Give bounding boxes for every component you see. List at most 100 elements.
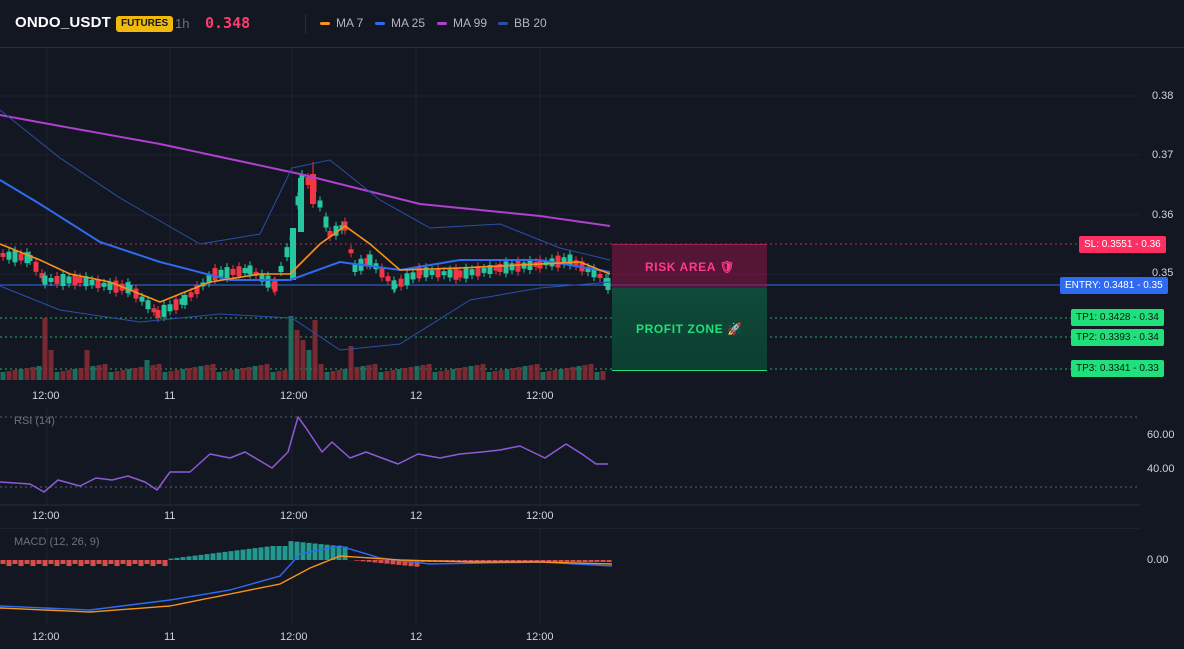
stop-loss-tag[interactable]: SL: 0.3551 - 0.36: [1079, 236, 1166, 253]
macd-histogram-bar: [78, 560, 84, 566]
volume-bar: [96, 365, 102, 380]
ma99-line: [0, 114, 611, 227]
candle-body: [463, 267, 469, 279]
legend-ma99-label: MA 99: [453, 16, 488, 30]
volume-bar: [102, 364, 108, 380]
macd-histogram-bar: [168, 558, 174, 560]
candle-body: [591, 268, 597, 278]
volume-bar: [216, 372, 222, 380]
candle-body: [278, 266, 284, 273]
macd-histogram-bar: [342, 546, 348, 560]
volume-bar: [108, 372, 114, 380]
take-profit-3-tag[interactable]: TP3: 0.3341 - 0.33: [1071, 360, 1164, 377]
macd-histogram-bar: [474, 560, 480, 562]
candle-body: [417, 269, 423, 275]
candle-body: [230, 268, 236, 275]
entry-tag[interactable]: ENTRY: 0.3481 - 0.35: [1060, 277, 1168, 294]
candle-body: [161, 304, 167, 317]
volume-bar: [126, 369, 132, 380]
header-divider: [305, 14, 306, 34]
candle-body: [487, 265, 493, 274]
candle-body: [66, 276, 72, 284]
rsi-pane[interactable]: [0, 408, 1140, 506]
candle-body: [6, 251, 12, 260]
legend-bb20[interactable]: BB 20: [498, 16, 547, 30]
ma99-swatch-icon: [437, 21, 447, 25]
volume-bar: [480, 364, 486, 380]
macd-histogram-bar: [288, 541, 294, 560]
volume-bar: [90, 366, 96, 380]
candle-body: [33, 261, 39, 272]
price-chart-pane[interactable]: [0, 48, 1140, 382]
macd-histogram-bar: [522, 560, 528, 562]
take-profit-1-tag[interactable]: TP1: 0.3428 - 0.34: [1071, 309, 1164, 326]
volume-bar: [336, 370, 342, 380]
volume-bar: [234, 369, 240, 380]
legend-ma25[interactable]: MA 25: [375, 16, 425, 30]
legend-ma7[interactable]: MA 7: [320, 16, 363, 30]
macd-pane[interactable]: [0, 528, 1140, 624]
macd-histogram-bar: [198, 554, 204, 560]
candle-body: [305, 177, 311, 185]
macd-histogram-bar: [492, 560, 498, 562]
symbol-name[interactable]: ONDO_USDT: [15, 14, 111, 31]
candle-body: [515, 260, 521, 272]
candle-body: [429, 270, 435, 276]
risk-area-zone: RISK AREA 🛡: [612, 244, 767, 289]
volume-bar: [156, 364, 162, 380]
time-axis-label: 11: [164, 631, 176, 643]
macd-histogram-bar: [402, 560, 408, 566]
macd-signal-line: [0, 555, 613, 613]
take-profit-2-tag[interactable]: TP2: 0.3393 - 0.34: [1071, 329, 1164, 346]
volume-bar: [402, 368, 408, 380]
macd-histogram-bar: [156, 560, 162, 564]
macd-histogram-bar: [282, 546, 288, 560]
volume-bar: [594, 372, 600, 380]
macd-histogram-bar: [276, 546, 282, 560]
volume-bar: [276, 371, 282, 380]
rsi-axis-label: 60.00: [1147, 429, 1175, 441]
candle-body: [597, 274, 603, 278]
price-axis-label: 0.36: [1152, 209, 1174, 221]
volume-bar: [318, 364, 324, 380]
candle-body: [18, 253, 24, 261]
candle-body: [173, 299, 179, 311]
macd-histogram-bar: [102, 560, 108, 566]
volume-bar: [72, 369, 78, 380]
volume-bar: [150, 365, 156, 380]
candle-body: [155, 310, 161, 318]
macd-histogram-bar: [354, 560, 360, 561]
price-axis-label: 0.35: [1152, 267, 1174, 279]
candle-body: [54, 276, 60, 284]
macd-histogram-bar: [504, 560, 510, 562]
candle-body: [83, 276, 89, 287]
volume-bar: [372, 364, 378, 380]
volume-bar: [414, 366, 420, 380]
candle-body: [379, 267, 385, 278]
volume-bar: [114, 371, 120, 380]
price-axis-label: 0.38: [1152, 90, 1174, 102]
macd-histogram-bar: [318, 544, 324, 560]
legend-ma99[interactable]: MA 99: [437, 16, 487, 30]
candle-body: [127, 285, 133, 291]
volume-bar: [504, 369, 510, 380]
macd-histogram-bar: [414, 560, 420, 567]
macd-title: MACD (12, 26, 9): [14, 536, 100, 548]
candle-body: [317, 200, 323, 208]
ma7-swatch-icon: [320, 21, 330, 25]
volume-bar: [522, 366, 528, 380]
macd-histogram-bar: [486, 560, 492, 562]
bollinger-lower-line: [0, 281, 611, 351]
timeframe-selector[interactable]: 1h: [175, 16, 190, 31]
macd-histogram-bar: [84, 560, 90, 564]
volume-bar: [528, 365, 534, 380]
macd-histogram-bar: [258, 547, 264, 560]
macd-histogram-bar: [246, 548, 252, 560]
candle-body: [352, 264, 358, 272]
macd-histogram-bar: [48, 560, 54, 564]
volume-bar: [588, 364, 594, 380]
time-axis-label: 12:00: [280, 510, 308, 522]
volume-bar: [306, 350, 312, 380]
chart-header: ONDO_USDT FUTURES 1h 0.348 MA 7 MA 25 MA…: [0, 0, 1184, 48]
volume-bar: [264, 364, 270, 380]
